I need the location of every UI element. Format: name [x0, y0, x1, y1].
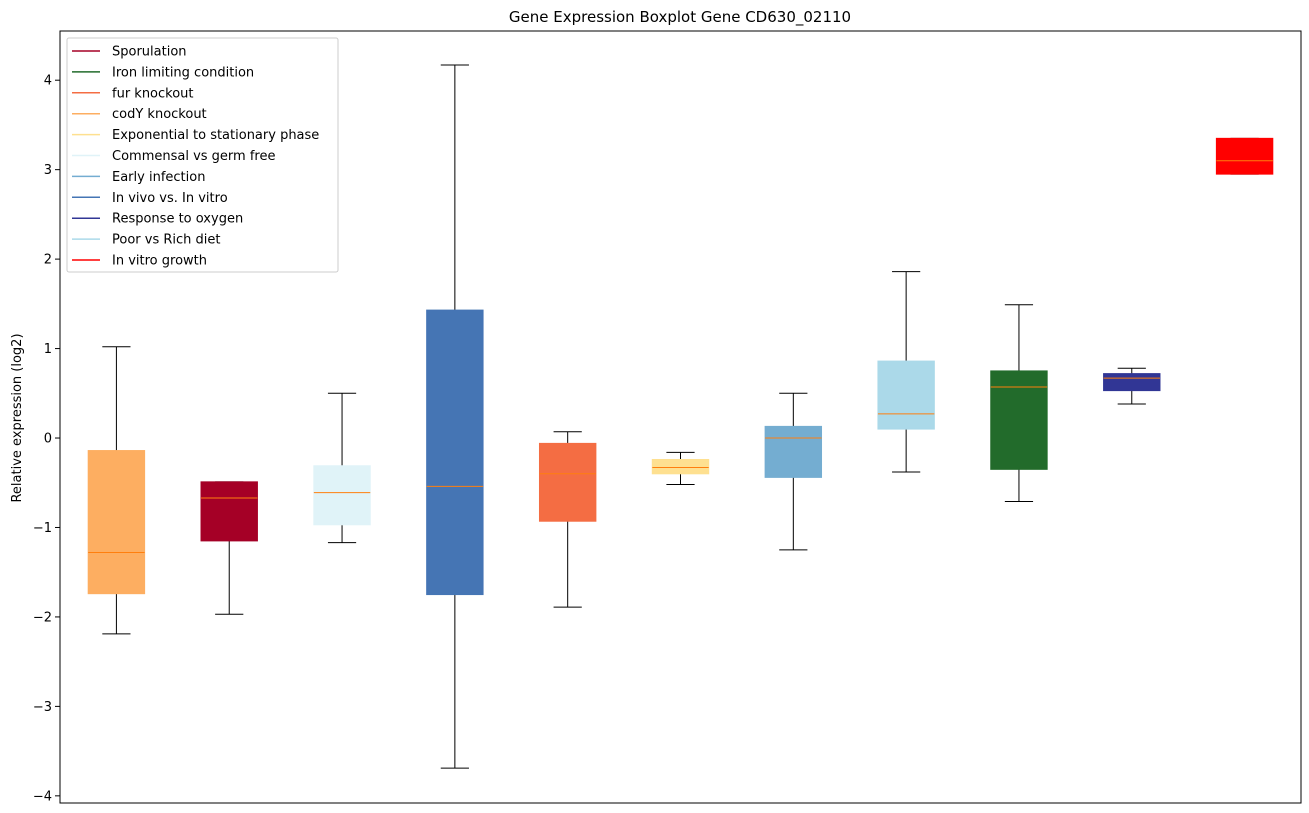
box-early-infection	[764, 392, 823, 551]
y-tick-label: 3	[44, 163, 52, 178]
y-tick-label: 1	[44, 342, 52, 357]
legend-label: codY knockout	[112, 107, 207, 122]
y-axis-label: Relative expression (log2)	[10, 333, 25, 502]
legend-label: Sporulation	[112, 45, 187, 60]
box-body	[1103, 373, 1161, 392]
y-tick-label: −4	[33, 789, 52, 804]
box-body	[1215, 137, 1274, 175]
legend-label: fur knockout	[112, 86, 194, 101]
box-body	[651, 458, 710, 475]
legend-label: Exponential to stationary phase	[112, 128, 319, 143]
box-exponential-to-stationary-phase	[651, 451, 710, 486]
legend-label: In vitro growth	[112, 254, 207, 269]
box-iron-limiting-condition	[990, 304, 1048, 503]
box-in-vitro-growth	[1215, 137, 1274, 175]
y-tick-label: 2	[44, 253, 52, 268]
y-tick-label: −1	[33, 521, 52, 536]
box-body	[990, 370, 1048, 470]
legend-label: Commensal vs germ free	[112, 149, 275, 164]
legend-label: In vivo vs. In vitro	[112, 191, 228, 206]
box-in-vivo-vs-in-vitro	[426, 64, 484, 769]
y-tick-label: 4	[44, 74, 52, 89]
box-fur-knockout	[538, 431, 597, 608]
box-cody-knockout	[87, 346, 146, 635]
legend: Sporulation Iron limiting condition fur kn…	[66, 37, 339, 273]
legend-frame	[66, 37, 339, 273]
chart-title: Gene Expression Boxplot Gene CD630_02110	[509, 8, 851, 27]
legend-label: Poor vs Rich diet	[112, 233, 220, 248]
axes-frame	[59, 30, 1302, 804]
legend-label: Response to oxygen	[112, 212, 243, 227]
box-response-to-oxygen	[1103, 367, 1161, 405]
box-body	[877, 360, 935, 430]
legend-label: Early infection	[112, 170, 205, 185]
box-commensal-vs-germ-free	[313, 392, 371, 544]
box-body	[538, 442, 597, 522]
box-body	[87, 450, 146, 595]
box-poor-vs-rich-diet	[877, 271, 935, 473]
box-body	[426, 309, 484, 596]
y-tick-label: 0	[44, 432, 52, 447]
box-sporulation	[200, 481, 258, 615]
legend-label: Iron limiting condition	[112, 65, 254, 80]
box-body	[313, 465, 371, 526]
box-body	[764, 425, 823, 478]
plot-area: −4 −3 −2 −1 0 1 2 3 4	[33, 30, 1302, 804]
box-body	[200, 481, 258, 542]
y-tick-label: −3	[33, 700, 52, 715]
y-tick-label: −2	[33, 610, 52, 625]
